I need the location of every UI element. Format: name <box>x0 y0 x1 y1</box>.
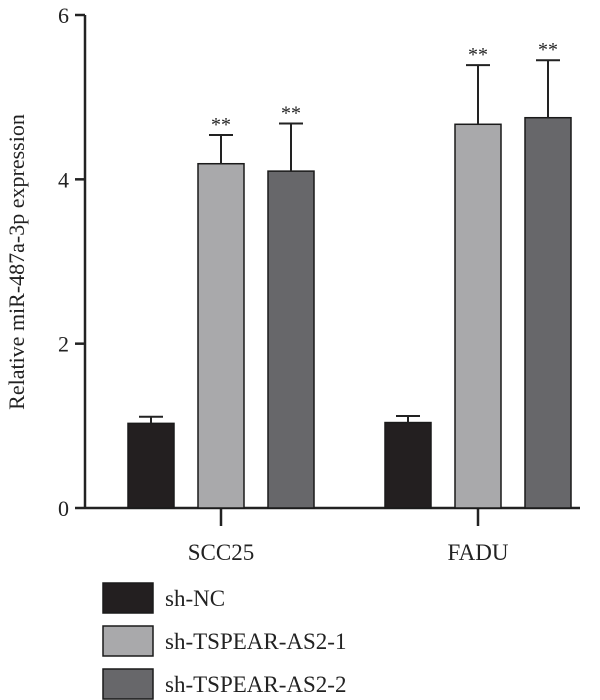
y-tick-label: 2 <box>58 332 69 357</box>
significance-label: ** <box>538 39 558 61</box>
bar <box>454 123 502 509</box>
y-tick-label: 6 <box>58 3 69 28</box>
bar <box>524 116 572 509</box>
legend-label: sh-TSPEAR-AS2-1 <box>165 629 346 654</box>
y-tick-label: 0 <box>58 496 69 521</box>
significance-label: ** <box>281 102 301 124</box>
y-axis: 0 2 4 6 <box>58 3 87 521</box>
legend-label: sh-TSPEAR-AS2-2 <box>165 672 346 697</box>
legend: sh-NC sh-TSPEAR-AS2-1 sh-TSPEAR-AS2-2 <box>102 582 346 700</box>
legend-swatch <box>102 582 154 614</box>
x-axis: SCC25 FADU <box>85 506 580 565</box>
y-tick-label: 4 <box>58 167 69 192</box>
legend-label: sh-NC <box>165 586 225 611</box>
legend-swatch <box>102 625 154 657</box>
bar <box>267 170 315 509</box>
y-axis-title: Relative miR-487a-3p expression <box>4 114 29 410</box>
x-category-label: SCC25 <box>188 540 254 565</box>
bar <box>384 421 432 509</box>
significance-label: ** <box>468 44 488 66</box>
legend-swatch <box>102 668 154 700</box>
x-category-label: FADU <box>448 540 509 565</box>
bars: ** ** ** ** <box>127 39 572 509</box>
significance-label: ** <box>211 114 231 136</box>
bar <box>197 162 245 509</box>
bar <box>127 422 175 509</box>
